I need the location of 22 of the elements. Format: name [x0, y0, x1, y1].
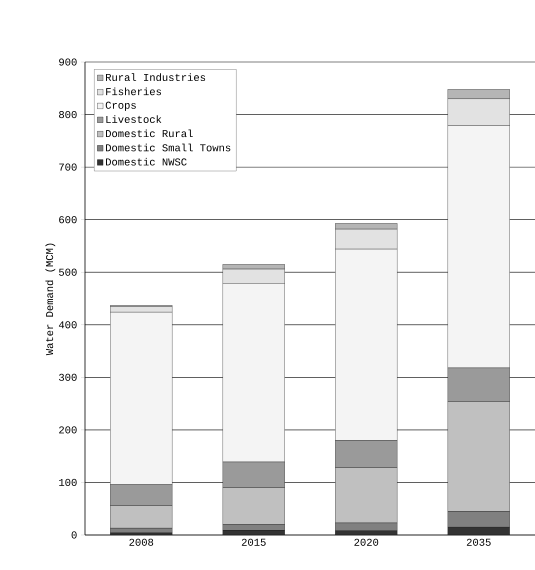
legend-label: Fisheries [106, 87, 161, 96]
y-axis-title: Water Demand (MCM) [45, 244, 56, 356]
legend-label: Rural Industries [106, 73, 205, 82]
y-tick-label: 100 [58, 478, 76, 486]
y-tick-label: 0 [71, 531, 76, 539]
legend-label: Domestic NWSC [106, 158, 186, 166]
x-tick-label: 2008 [129, 538, 153, 546]
legend-label: Domestic Rural [106, 129, 193, 138]
y-tick-label: 900 [58, 58, 76, 66]
legend-label: Crops [106, 102, 136, 111]
y-tick-label: 400 [58, 321, 76, 328]
legend-label: Livestock [106, 115, 162, 123]
x-tick-label: 2035 [466, 538, 490, 546]
y-tick-label: 700 [59, 164, 76, 171]
y-tick-label: 200 [58, 426, 76, 434]
y-tick-label: 800 [58, 111, 76, 118]
y-tick-label: 300 [58, 374, 76, 381]
legend-label: Domestic Small Towns [106, 144, 230, 152]
x-tick-label: 2020 [354, 538, 378, 546]
y-tick-label: 600 [58, 216, 76, 224]
x-tick-label: 2015 [242, 538, 266, 546]
y-tick-label: 500 [58, 268, 76, 276]
